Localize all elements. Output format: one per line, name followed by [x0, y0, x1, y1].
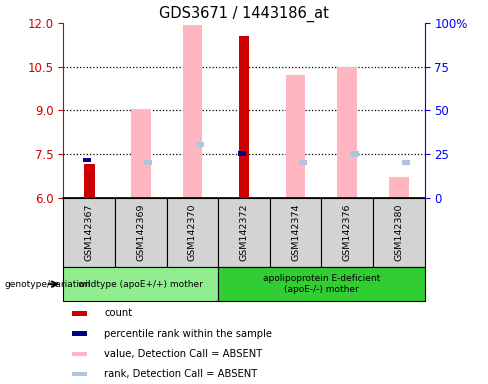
Bar [63, 198, 115, 267]
Bar [63, 267, 218, 301]
Bar [239, 36, 249, 198]
Bar [72, 372, 87, 376]
Text: percentile rank within the sample: percentile rank within the sample [104, 329, 272, 339]
Bar [389, 177, 408, 198]
Bar [183, 25, 202, 198]
Bar [350, 151, 359, 157]
Bar [218, 267, 425, 301]
Text: GSM142374: GSM142374 [291, 204, 300, 261]
Bar [72, 311, 87, 316]
Title: GDS3671 / 1443186_at: GDS3671 / 1443186_at [159, 5, 329, 22]
Text: value, Detection Call = ABSENT: value, Detection Call = ABSENT [104, 349, 263, 359]
Bar [218, 198, 270, 267]
Bar [115, 198, 166, 267]
Bar [131, 109, 151, 198]
Text: wildtype (apoE+/+) mother: wildtype (apoE+/+) mother [79, 280, 203, 289]
Bar [373, 198, 425, 267]
Text: genotype/variation: genotype/variation [5, 280, 91, 290]
Text: GSM142367: GSM142367 [85, 204, 94, 261]
Bar [196, 142, 204, 147]
Bar [270, 198, 322, 267]
Bar [322, 198, 373, 267]
Text: rank, Detection Call = ABSENT: rank, Detection Call = ABSENT [104, 369, 258, 379]
Text: GSM142376: GSM142376 [343, 204, 352, 261]
Text: GSM142369: GSM142369 [136, 204, 145, 261]
Bar [144, 160, 152, 165]
Bar [402, 160, 410, 166]
Text: GSM142370: GSM142370 [188, 204, 197, 261]
Text: apolipoprotein E-deficient
(apoE-/-) mother: apolipoprotein E-deficient (apoE-/-) mot… [263, 275, 380, 294]
Text: count: count [104, 308, 133, 318]
Text: GSM142380: GSM142380 [394, 204, 403, 261]
Bar [72, 331, 87, 336]
Bar [337, 67, 357, 198]
Bar [299, 160, 307, 165]
Bar [238, 151, 246, 156]
Bar [286, 76, 305, 198]
Text: GSM142372: GSM142372 [240, 204, 248, 261]
Bar [166, 198, 218, 267]
Bar [83, 158, 91, 162]
Bar [72, 351, 87, 356]
Bar [84, 164, 95, 198]
